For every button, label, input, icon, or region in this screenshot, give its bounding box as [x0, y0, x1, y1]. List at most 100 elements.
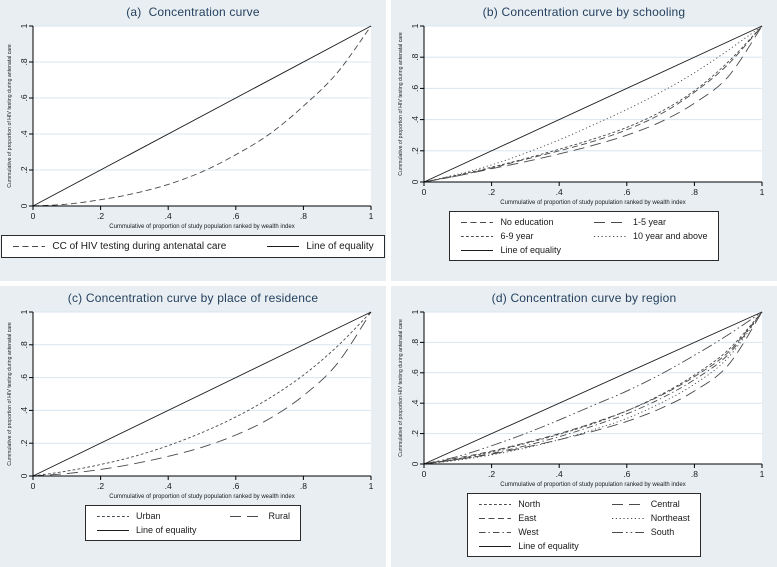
y-axis-label: Cummulative of proportion of HIV testing… [7, 44, 13, 188]
x-tick-label: 1 [760, 187, 765, 197]
series-central [423, 311, 763, 465]
legend-line-sample-cc-of-hiv-testing-during-antenatal-care [13, 246, 46, 247]
legend-item-northeast: Northeast [611, 511, 690, 525]
series-line-of-equality [423, 311, 763, 465]
legend-label: North [518, 499, 541, 509]
panel-d-title: (d) Concentration curve by region [491, 291, 677, 305]
y-tick-label: .8 [410, 53, 420, 60]
y-tick-label: 1 [410, 309, 420, 314]
legend-label: West [518, 527, 539, 537]
y-tick-label: .4 [410, 116, 420, 123]
legend-item-central: Central [611, 497, 690, 511]
legend-item-urban: Urban [96, 509, 197, 523]
series-east [423, 311, 763, 465]
legend-label: East [518, 513, 537, 523]
series-cc-of-hiv-testing-during-antenatal-care [32, 25, 372, 207]
y-axis-label: Cummulative of proportion of HIV testing… [398, 32, 404, 176]
legend-line-sample-no-education [461, 221, 494, 223]
x-tick-label: .6 [623, 187, 630, 197]
legend-line-sample-10-year-and-above [593, 235, 626, 237]
legend-item-line-of-equality: Line of equality [478, 539, 579, 553]
y-tick-label: 1 [19, 309, 29, 314]
legend-label: Line of equality [135, 525, 197, 535]
x-tick-label: .2 [488, 187, 495, 197]
panel-d-legend: North Central East Northeast West South Line o… [467, 493, 701, 557]
legend-line-sample-1-5-year [593, 221, 626, 223]
legend-label: 10 year and above [632, 231, 708, 241]
y-tick-label: .6 [19, 374, 29, 381]
legend-label: No education [500, 217, 554, 227]
legend-label: South [650, 527, 675, 537]
legend-item-cc-of-hiv-testing-during-antenatal-care: CC of HIV testing during antenatal care [12, 239, 226, 254]
x-tick-label: 0 [422, 469, 427, 479]
legend-label: 1-5 year [632, 217, 667, 227]
legend-item-east: East [478, 511, 579, 525]
y-tick-label: .4 [19, 130, 29, 137]
x-axis-label: Cummulative of proportion of study popul… [109, 494, 294, 500]
legend-item-rural: Rural [229, 509, 290, 523]
y-tick-label: 0 [410, 179, 420, 184]
legend-line-sample-urban [96, 515, 129, 517]
legend-line-sample-central [611, 503, 644, 505]
panel-c-legend: Urban Rural Line of equality [84, 505, 302, 541]
x-axis-label: Cummulative of proportion of study popul… [109, 224, 294, 230]
y-tick-label: .4 [410, 399, 420, 406]
x-tick-label: .4 [556, 187, 563, 197]
x-tick-label: .8 [691, 469, 698, 479]
x-tick-label: .2 [97, 211, 104, 221]
legend-line-sample-east [479, 517, 512, 519]
legend-label: Urban [135, 511, 161, 521]
legend-item-10-year-and-above: 10 year and above [593, 229, 708, 243]
y-tick-label: .2 [19, 439, 29, 446]
y-tick-label: 0 [19, 203, 29, 208]
panel-a: (a) Concentration curve 0 .2 .4 .6 .8 1 0 .2 .4.… [0, 0, 386, 281]
y-tick-label: 0 [410, 461, 420, 466]
series-urban [32, 311, 372, 477]
panel-b-legend: No education 1-5 year 6-9 year 10 year and … [449, 211, 719, 261]
series-10-year-and-above [423, 25, 763, 183]
series-south [423, 311, 763, 465]
x-tick-label: 1 [369, 481, 374, 491]
legend-line-sample-6-9-year [461, 235, 494, 237]
legend-line-sample-north [479, 503, 512, 505]
legend-item-west: West [478, 525, 579, 539]
series-1-5-year [423, 25, 763, 183]
legend-item-line-of-equality: Line of equality [266, 239, 374, 254]
x-tick-label: .4 [556, 469, 563, 479]
y-tick-label: .6 [19, 94, 29, 101]
legend-item-no-education: No education [460, 215, 561, 229]
legend-item-line-of-equality: Line of equality [460, 243, 561, 257]
y-tick-label: .6 [410, 369, 420, 376]
y-tick-label: 0 [19, 473, 29, 478]
y-tick-label: .2 [410, 147, 420, 154]
panel-d-plot-area: 0 .2 .4 .6 .8 1 0 .2 .4 .6 .8 1 Cummulative of propo… [398, 309, 765, 488]
legend-item-1-5-year: 1-5 year [593, 215, 708, 229]
legend-label: CC of HIV testing during antenatal care [52, 241, 227, 252]
legend-label: 6-9 year [500, 231, 534, 241]
y-axis-label: Cummulative of proportion of HIV testing… [7, 322, 13, 466]
y-tick-label: .8 [19, 58, 29, 65]
x-tick-label: 1 [369, 211, 374, 221]
panel-b-title: (b) Concentration curve by schooling [482, 5, 686, 19]
panel-a-legend: CC of HIV testing during antenatal care L… [1, 235, 385, 258]
x-tick-label: .4 [165, 211, 172, 221]
legend-item-north: North [478, 497, 579, 511]
y-tick-label: 1 [19, 23, 29, 28]
legend-item-6-9-year: 6-9 year [460, 229, 561, 243]
panel-b: (b) Concentration curve by schooling 0 .2… [391, 0, 777, 281]
x-tick-label: 1 [760, 469, 765, 479]
legend-line-sample-line-of-equality [96, 529, 129, 531]
series-line-of-equality [32, 311, 372, 477]
legend-item-line-of-equality: Line of equality [96, 523, 197, 537]
x-tick-label: .6 [232, 481, 239, 491]
x-tick-label: .8 [691, 187, 698, 197]
x-axis-label: Cummulative of proportion of study popul… [500, 200, 685, 206]
panel-a-plot-area: 0 .2 .4 .6 .8 1 0 .2 .4 .6 .8 1 Cummulative of propo… [7, 23, 374, 230]
legend-line-sample-south [611, 531, 644, 533]
legend-line-sample-rural [229, 515, 262, 517]
legend-label: Central [650, 499, 680, 509]
x-tick-label: .8 [300, 211, 307, 221]
x-tick-label: .2 [97, 481, 104, 491]
legend-label: Line of equality [500, 245, 561, 255]
series-line-of-equality [32, 25, 372, 207]
